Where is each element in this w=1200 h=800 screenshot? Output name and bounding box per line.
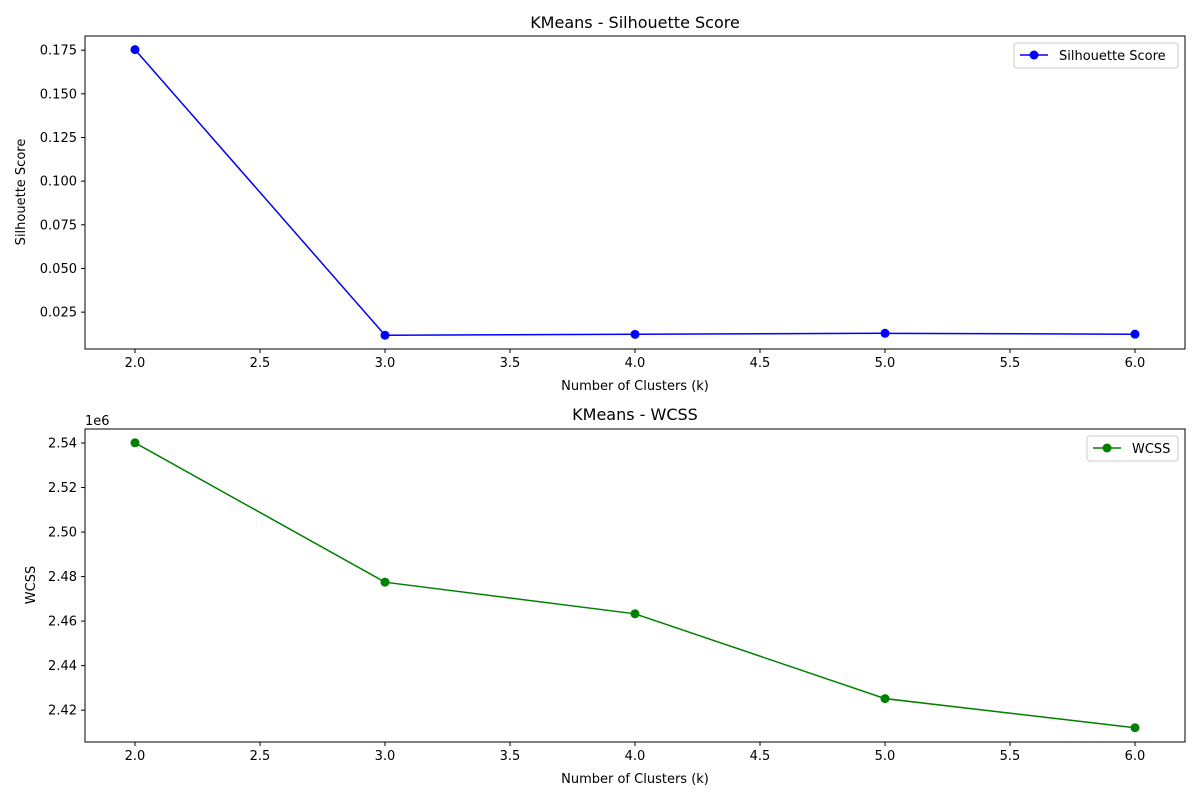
y-axis-label: WCSS	[24, 566, 39, 604]
x-tick-label: 2.0	[125, 749, 146, 764]
y-axis: 0.025 0.050 0.075 0.100 0.125 0.150 0.175	[40, 44, 85, 321]
series-layer	[130, 45, 1140, 340]
x-tick-label: 2.5	[250, 749, 271, 764]
data-point	[380, 330, 390, 340]
y-tick-label: 2.42	[48, 704, 77, 719]
y-tick-label: 0.150	[40, 87, 77, 102]
legend-label: Silhouette Score	[1059, 49, 1166, 64]
wcss-chart: KMeans - WCSS 2.0 2.5 3.0 3.5 4.0 4.5 5.0 5.5 6.…	[24, 405, 1186, 787]
y-tick-label: 2.44	[48, 659, 77, 674]
y-offset-label: 1e6	[85, 414, 110, 429]
data-point	[130, 438, 140, 448]
x-tick-label: 3.5	[500, 749, 521, 764]
x-axis-label: Number of Clusters (k)	[561, 772, 709, 787]
data-point	[630, 609, 640, 619]
legend-label: WCSS	[1132, 442, 1170, 457]
y-axis-label: Silhouette Score	[14, 139, 29, 246]
x-tick-label: 6.0	[1125, 356, 1146, 371]
data-point	[130, 45, 140, 55]
x-tick-label: 4.0	[625, 356, 646, 371]
data-point	[880, 694, 890, 704]
y-tick-label: 0.125	[40, 131, 77, 146]
x-axis: 2.0 2.5 3.0 3.5 4.0 4.5 5.0 5.5 6.0	[125, 349, 1146, 371]
x-tick-label: 3.0	[375, 749, 396, 764]
x-tick-label: 2.0	[125, 356, 146, 371]
y-tick-label: 2.48	[48, 570, 77, 585]
silhouette-chart: KMeans - Silhouette Score 2.0 2.5 3.0 3.5 4.…	[14, 13, 1186, 394]
x-axis: 2.0 2.5 3.0 3.5 4.0 4.5 5.0 5.5 6.0	[125, 742, 1146, 764]
x-tick-label: 6.0	[1125, 749, 1146, 764]
x-tick-label: 4.5	[750, 749, 771, 764]
x-tick-label: 5.0	[875, 749, 896, 764]
chart-title: KMeans - WCSS	[572, 405, 698, 424]
y-tick-label: 2.52	[48, 481, 77, 496]
legend-marker	[1102, 443, 1112, 453]
data-point	[1130, 723, 1140, 733]
data-point	[380, 577, 390, 587]
legend: WCSS	[1086, 435, 1179, 462]
y-tick-label: 2.46	[48, 615, 77, 630]
y-tick-label: 0.025	[40, 306, 77, 321]
x-tick-label: 3.5	[500, 356, 521, 371]
legend: Silhouette Score	[1013, 42, 1179, 69]
x-tick-label: 5.0	[875, 356, 896, 371]
x-tick-label: 4.0	[625, 749, 646, 764]
y-tick-label: 0.100	[40, 175, 77, 190]
data-point	[1130, 329, 1140, 339]
data-point	[630, 329, 640, 339]
x-tick-label: 5.5	[1000, 749, 1021, 764]
legend-box	[1013, 42, 1179, 69]
x-tick-label: 4.5	[750, 356, 771, 371]
x-tick-label: 2.5	[250, 356, 271, 371]
data-point	[880, 328, 890, 338]
series-layer	[130, 438, 1140, 733]
x-tick-label: 3.0	[375, 356, 396, 371]
x-axis-label: Number of Clusters (k)	[561, 379, 709, 394]
chart-title: KMeans - Silhouette Score	[530, 13, 740, 32]
y-tick-label: 0.050	[40, 262, 77, 277]
y-tick-label: 0.075	[40, 218, 77, 233]
y-axis: 2.42 2.44 2.46 2.48 2.50 2.52 2.54	[48, 437, 85, 719]
y-tick-label: 2.54	[48, 437, 77, 452]
legend-marker	[1029, 50, 1039, 60]
y-tick-label: 2.50	[48, 526, 77, 541]
x-tick-label: 5.5	[1000, 356, 1021, 371]
y-tick-label: 0.175	[40, 44, 77, 59]
legend-box	[1086, 435, 1179, 462]
